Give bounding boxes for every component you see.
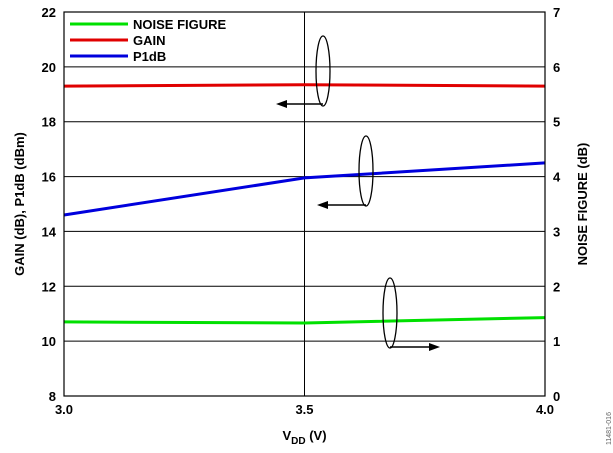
legend-label: P1dB bbox=[133, 49, 166, 64]
y-tick-label-right: 2 bbox=[553, 279, 560, 294]
y-tick-label-left: 22 bbox=[42, 5, 56, 20]
y-tick-label-right: 4 bbox=[553, 170, 561, 185]
y-axis-label-left: GAIN (dB), P1dB (dBm) bbox=[12, 132, 27, 276]
plot-frame bbox=[63, 11, 546, 397]
annotations bbox=[276, 35, 440, 351]
x-tick-label: 3.5 bbox=[295, 402, 313, 417]
y-tick-label-left: 20 bbox=[42, 60, 56, 75]
annotation-arrow-head bbox=[276, 100, 287, 108]
series-line-gain bbox=[63, 83, 546, 88]
y-tick-label-right: 7 bbox=[553, 5, 560, 20]
y-tick-label-left: 18 bbox=[42, 115, 56, 130]
series-line-noise-figure bbox=[63, 316, 546, 325]
annotation-arrow-head bbox=[317, 201, 328, 209]
y-tick-label-left: 12 bbox=[42, 279, 56, 294]
y-tick-label-left: 10 bbox=[42, 334, 56, 349]
annotation-ellipse bbox=[382, 277, 398, 349]
grid bbox=[64, 12, 545, 396]
x-axis-label-subscript: DD bbox=[291, 436, 305, 447]
x-tick-label: 4.0 bbox=[536, 402, 554, 417]
x-axis-label-main: V bbox=[282, 428, 291, 443]
annotation-arrow-head bbox=[429, 343, 440, 351]
series-lines bbox=[63, 83, 546, 325]
annotation-ellipse bbox=[358, 135, 374, 207]
series-line-p1db bbox=[63, 161, 546, 217]
y-tick-label-right: 1 bbox=[553, 334, 560, 349]
x-axis-label: VDD (V) bbox=[282, 428, 326, 447]
x-tick-label: 3.0 bbox=[55, 402, 73, 417]
y-tick-label-right: 5 bbox=[553, 115, 560, 130]
y-tick-label-left: 14 bbox=[42, 224, 57, 239]
y-tick-label-right: 0 bbox=[553, 389, 560, 404]
y-tick-label-left: 16 bbox=[42, 170, 56, 185]
legend-label: NOISE FIGURE bbox=[133, 17, 227, 32]
figure-id: 11481-016 bbox=[606, 412, 613, 445]
legend-label: GAIN bbox=[133, 33, 166, 48]
x-axis-label-unit: (V) bbox=[306, 428, 327, 443]
y-tick-label-right: 3 bbox=[553, 224, 560, 239]
y-tick-label-left: 8 bbox=[49, 389, 56, 404]
annotation-ellipse bbox=[315, 35, 331, 107]
y-tick-label-right: 6 bbox=[553, 60, 560, 75]
y-axis-label-right: NOISE FIGURE (dB) bbox=[575, 143, 590, 266]
